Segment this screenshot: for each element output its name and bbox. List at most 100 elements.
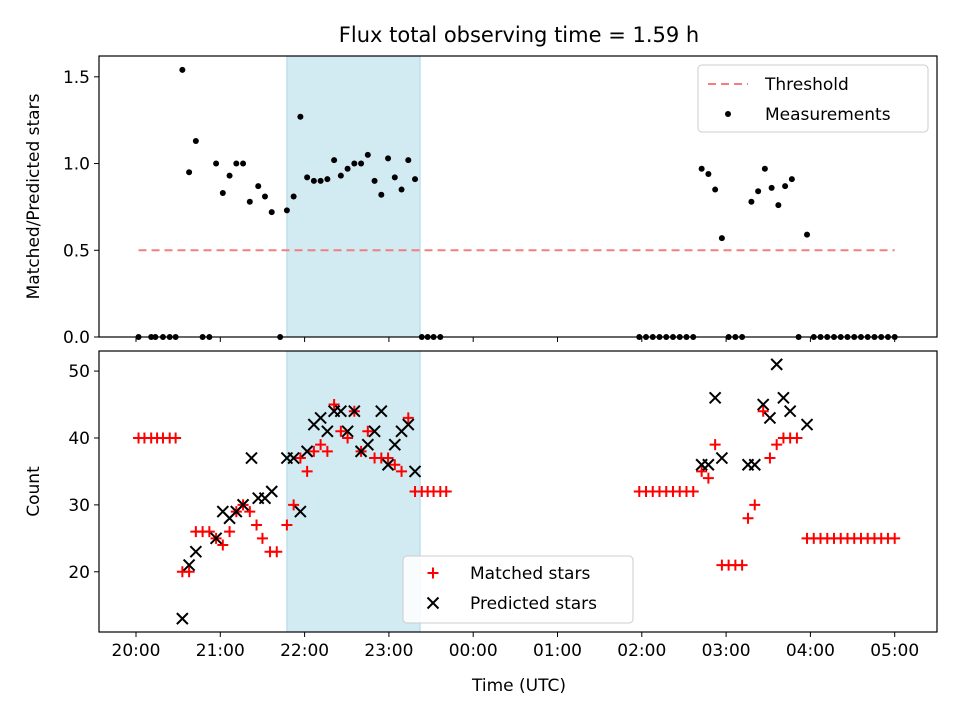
- x-axis-label: Time (UTC): [471, 676, 566, 696]
- data-point: [251, 519, 263, 531]
- data-point: [748, 198, 755, 205]
- data-point: [764, 452, 776, 464]
- data-point: [748, 458, 761, 471]
- data-point: [179, 66, 186, 73]
- data-point: [348, 405, 361, 418]
- data-point: [268, 209, 275, 216]
- observing-window-span: [286, 55, 421, 338]
- data-point: [408, 465, 422, 478]
- data-point: [246, 198, 253, 205]
- x-tick-label: 00:00: [449, 641, 498, 661]
- data-point: [708, 391, 722, 405]
- data-point: [294, 452, 306, 464]
- data-point: [186, 169, 193, 176]
- data-point: [315, 439, 327, 451]
- data-point: [170, 432, 182, 444]
- data-point: [213, 160, 220, 167]
- y-axis-label: Matched/Predicted stars: [24, 93, 44, 299]
- y-tick-label: 1.5: [63, 68, 90, 88]
- data-point: [800, 418, 814, 431]
- data-point: [783, 405, 797, 418]
- data-point: [328, 399, 340, 411]
- data-point: [283, 207, 290, 214]
- data-point: [342, 432, 354, 444]
- data-point: [702, 458, 715, 471]
- x-tick-label: 23:00: [364, 641, 413, 661]
- data-point: [388, 438, 402, 451]
- data-point: [321, 425, 334, 438]
- x-tick-label: 21:00: [196, 641, 245, 661]
- data-point: [281, 519, 293, 531]
- data-point: [290, 193, 297, 200]
- data-point: [381, 458, 395, 471]
- y-tick-label: 20: [68, 563, 90, 583]
- data-point: [378, 191, 385, 198]
- data-point: [696, 465, 708, 477]
- data-point: [755, 188, 762, 195]
- data-point: [362, 425, 374, 437]
- x-tick-label: 20:00: [112, 641, 161, 661]
- x-tick-label: 04:00: [786, 641, 835, 661]
- data-point: [440, 486, 452, 497]
- data-point: [718, 235, 725, 242]
- data-point: [224, 526, 236, 538]
- legend-predicted-swatch: [426, 596, 440, 610]
- data-point: [183, 566, 195, 578]
- data-point: [192, 137, 199, 144]
- y-tick-label: 0.0: [63, 328, 90, 348]
- data-point: [757, 405, 769, 417]
- data-point: [361, 438, 375, 451]
- legend-top: Threshold Measurements: [697, 64, 929, 133]
- data-point: [791, 432, 803, 444]
- data-point: [782, 183, 789, 190]
- data-point: [331, 157, 338, 164]
- data-point: [314, 411, 327, 425]
- legend-matched-label: Matched stars: [470, 564, 590, 584]
- axes-frame: [98, 55, 938, 338]
- data-point: [405, 157, 412, 164]
- data-point: [385, 155, 392, 162]
- legend-bottom: Matched stars Predicted stars: [402, 555, 634, 624]
- y-axis-label: Count: [24, 466, 44, 517]
- chart-title: Flux total observing time = 1.59 h: [339, 23, 699, 47]
- data-point: [712, 186, 719, 193]
- data-point: [209, 532, 223, 545]
- data-point: [698, 165, 705, 172]
- data-point: [337, 172, 344, 179]
- data-point: [255, 183, 262, 190]
- data-point: [396, 465, 408, 477]
- series-predicted-stars: [176, 358, 814, 625]
- data-point: [271, 546, 283, 558]
- data-point: [375, 405, 388, 418]
- data-point: [233, 160, 240, 167]
- data-point: [775, 202, 782, 209]
- data-point: [203, 526, 215, 538]
- legend-threshold-label: Threshold: [764, 75, 849, 95]
- data-point: [335, 425, 347, 437]
- y-tick-label: 50: [68, 362, 90, 382]
- ratio-panel: 0.0 0.5 1.0 1.5 Matched/Predicted stars Thres…: [24, 55, 938, 348]
- data-point: [398, 186, 405, 193]
- data-point: [358, 160, 365, 167]
- data-point: [389, 459, 401, 471]
- axes-frame: [98, 350, 938, 633]
- x-tick-label: 03:00: [702, 641, 751, 661]
- data-point: [244, 506, 256, 518]
- data-point: [297, 113, 304, 120]
- data-point: [176, 612, 189, 625]
- y-tick-label: 30: [68, 496, 90, 516]
- data-point: [245, 451, 258, 465]
- data-point: [777, 391, 790, 405]
- data-point: [402, 412, 414, 424]
- data-point: [217, 539, 229, 551]
- data-point: [344, 165, 351, 172]
- data-point: [687, 486, 699, 497]
- y-tick-label: 40: [68, 429, 90, 449]
- data-point: [265, 485, 278, 498]
- observing-window-span: [286, 350, 421, 633]
- legend-box: [402, 555, 634, 624]
- data-point: [715, 451, 729, 465]
- data-point: [334, 405, 348, 418]
